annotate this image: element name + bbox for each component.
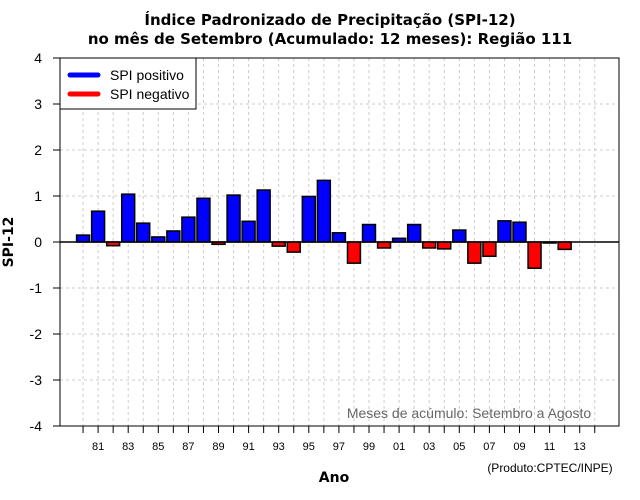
y-tick-label: 0 [34, 234, 42, 250]
bar-06 [467, 241, 482, 264]
x-tick-label: 13 [574, 441, 586, 453]
y-tick-label: 2 [34, 142, 42, 158]
bar-94 [286, 241, 301, 253]
chart-subtitle: no mês de Setembro (Acumulado: 12 meses)… [88, 30, 572, 48]
y-tick-label: -1 [30, 280, 43, 296]
bar-99 [361, 223, 377, 243]
bar-04 [437, 241, 452, 250]
x-tick-label: 89 [212, 441, 224, 453]
bar-86 [166, 230, 181, 243]
y-axis: -4 -3 -2 -1 0 1 2 3 4 [30, 50, 60, 434]
bar-03 [421, 241, 437, 249]
bar-81 [90, 210, 106, 243]
y-tick-label: 3 [34, 96, 42, 112]
bar-91 [241, 220, 256, 243]
bar-05 [452, 229, 467, 243]
y-tick-label: 1 [34, 188, 42, 204]
bar-90 [226, 194, 241, 243]
x-tick-label: 87 [182, 441, 194, 453]
bar-08 [497, 220, 512, 243]
x-tick-label: 01 [393, 441, 405, 453]
bar-84 [136, 222, 151, 243]
bar-80 [75, 234, 91, 243]
x-tick-label: 83 [122, 441, 134, 453]
x-tick-label: 11 [544, 441, 555, 453]
bar-07 [482, 241, 497, 258]
legend-label-negative: SPI negativo [110, 86, 190, 102]
x-tick-label: 05 [453, 441, 465, 453]
bar-10 [527, 241, 542, 269]
x-tick-label: 07 [483, 441, 495, 453]
chart-title: Índice Padronizado de Precipitação (SPI-… [144, 10, 515, 29]
legend-label-positive: SPI positivo [110, 67, 184, 83]
y-tick-label: -2 [30, 326, 43, 342]
bar-00 [376, 241, 392, 249]
bar-92 [256, 189, 271, 243]
x-tick-label: 03 [423, 441, 435, 453]
bar-83 [120, 193, 136, 243]
bar-97 [331, 232, 347, 243]
annotation-accumulation: Meses de acúmulo: Setembro a Agosto [347, 405, 592, 421]
x-tick-label: 93 [273, 441, 285, 453]
x-tick-label: 81 [92, 441, 104, 453]
x-tick-label: 85 [152, 441, 164, 453]
x-tick-label: 95 [303, 441, 315, 453]
credit-text: (Produto:CPTEC/INPE) [487, 461, 612, 475]
grid [60, 58, 619, 426]
x-tick-label: 99 [363, 441, 375, 453]
x-tick-label: 91 [242, 441, 254, 453]
y-tick-label: 4 [34, 50, 42, 66]
bar-09 [512, 221, 527, 243]
bar-87 [181, 216, 196, 243]
bar-02 [406, 223, 422, 243]
bars [75, 179, 572, 269]
bar-98 [346, 241, 362, 264]
x-axis-title: Ano [319, 470, 350, 486]
y-axis-title: SPI-12 [1, 217, 17, 268]
bar-12 [557, 241, 572, 251]
x-tick-label: 09 [513, 441, 525, 453]
bar-88 [196, 197, 211, 243]
x-axis: 81 83 85 87 89 91 93 95 97 99 01 03 05 07 09 11 13 [82, 426, 596, 453]
bar-96 [316, 179, 332, 243]
legend: SPI positivo SPI negativo [59, 57, 197, 110]
x-tick-label: 97 [333, 441, 345, 453]
legend-box [59, 57, 197, 110]
y-tick-label: -3 [30, 372, 43, 388]
y-tick-label: -4 [30, 418, 43, 434]
bar-95 [301, 195, 317, 243]
bar-85 [151, 236, 166, 243]
